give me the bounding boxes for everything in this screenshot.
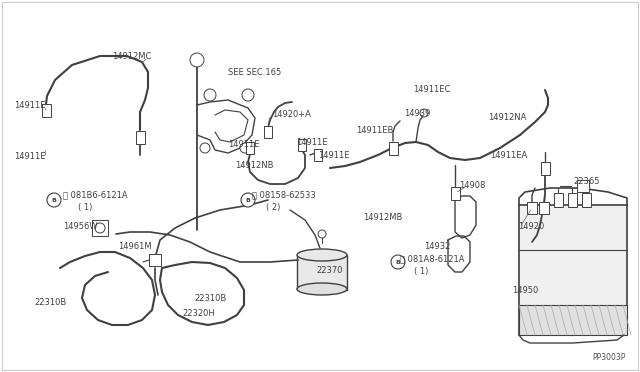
Bar bbox=[568, 193, 577, 207]
Text: SEE SEC.165: SEE SEC.165 bbox=[228, 68, 281, 77]
Text: 14911EB: 14911EB bbox=[356, 126, 394, 135]
Text: B: B bbox=[396, 260, 401, 264]
Circle shape bbox=[318, 230, 326, 238]
Text: 14956W: 14956W bbox=[63, 222, 98, 231]
Text: 22365: 22365 bbox=[573, 177, 600, 186]
Circle shape bbox=[241, 193, 255, 207]
Bar bbox=[92, 220, 108, 236]
Circle shape bbox=[190, 53, 204, 67]
Bar bbox=[297, 255, 347, 290]
Text: 14939: 14939 bbox=[404, 109, 430, 118]
Circle shape bbox=[204, 89, 216, 101]
Text: 14932: 14932 bbox=[424, 242, 451, 251]
Bar bbox=[314, 149, 322, 161]
Text: 14920: 14920 bbox=[518, 222, 544, 231]
Text: 14908: 14908 bbox=[459, 181, 485, 190]
Text: 14912NA: 14912NA bbox=[488, 113, 526, 122]
Text: PP3003P: PP3003P bbox=[593, 353, 626, 362]
Bar bbox=[451, 186, 460, 199]
Bar bbox=[136, 131, 145, 144]
Bar bbox=[527, 202, 537, 214]
Circle shape bbox=[95, 223, 105, 233]
Text: 14911EC: 14911EC bbox=[413, 85, 451, 94]
Bar bbox=[246, 142, 254, 154]
Text: 14961M: 14961M bbox=[118, 242, 152, 251]
Text: B: B bbox=[52, 198, 56, 202]
Text: 14911E: 14911E bbox=[14, 152, 45, 161]
Circle shape bbox=[200, 143, 210, 153]
Text: 14911E: 14911E bbox=[14, 101, 45, 110]
Circle shape bbox=[240, 143, 250, 153]
Bar bbox=[264, 126, 272, 138]
Text: Ⓑ 081A8-6121A: Ⓑ 081A8-6121A bbox=[400, 254, 465, 263]
Bar bbox=[298, 139, 306, 151]
Text: 22370: 22370 bbox=[316, 266, 342, 275]
Bar bbox=[388, 141, 397, 154]
Text: Ⓑ 081B6-6121A: Ⓑ 081B6-6121A bbox=[63, 190, 127, 199]
Text: 22310B: 22310B bbox=[34, 298, 67, 307]
Bar bbox=[519, 305, 627, 335]
Bar bbox=[582, 193, 591, 207]
Text: ( 1): ( 1) bbox=[78, 203, 92, 212]
Text: B: B bbox=[246, 198, 250, 202]
Text: 14920+A: 14920+A bbox=[272, 110, 311, 119]
Text: 14912MC: 14912MC bbox=[112, 52, 152, 61]
Ellipse shape bbox=[297, 283, 347, 295]
Bar bbox=[577, 180, 589, 192]
Text: 14911E: 14911E bbox=[296, 138, 328, 147]
Text: 14950: 14950 bbox=[512, 286, 538, 295]
Circle shape bbox=[242, 89, 254, 101]
Circle shape bbox=[420, 109, 428, 117]
Text: 14912MB: 14912MB bbox=[363, 213, 403, 222]
Bar bbox=[541, 161, 550, 174]
Bar bbox=[519, 205, 627, 335]
Text: 14912NB: 14912NB bbox=[235, 161, 273, 170]
Bar bbox=[554, 193, 563, 207]
Text: Ⓑ 08158-62533: Ⓑ 08158-62533 bbox=[252, 190, 316, 199]
Bar bbox=[149, 254, 161, 266]
Text: 14911EA: 14911EA bbox=[490, 151, 527, 160]
Text: 14911E: 14911E bbox=[318, 151, 349, 160]
Text: ( 2): ( 2) bbox=[266, 203, 280, 212]
Circle shape bbox=[391, 255, 405, 269]
Bar bbox=[42, 103, 51, 116]
Bar bbox=[539, 202, 549, 214]
Text: 14911E: 14911E bbox=[228, 140, 259, 149]
Ellipse shape bbox=[297, 249, 347, 261]
Text: ( 1): ( 1) bbox=[414, 267, 428, 276]
Text: 22320H: 22320H bbox=[182, 309, 215, 318]
Circle shape bbox=[47, 193, 61, 207]
Text: 22310B: 22310B bbox=[194, 294, 227, 303]
